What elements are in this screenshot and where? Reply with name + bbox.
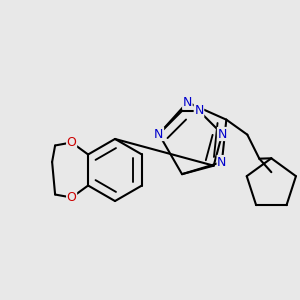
Text: N: N (217, 156, 226, 169)
Text: N: N (183, 96, 192, 109)
Text: O: O (67, 136, 76, 149)
Text: N: N (218, 128, 227, 140)
Text: N: N (154, 128, 164, 140)
Text: N: N (194, 104, 204, 117)
Text: O: O (67, 191, 76, 204)
